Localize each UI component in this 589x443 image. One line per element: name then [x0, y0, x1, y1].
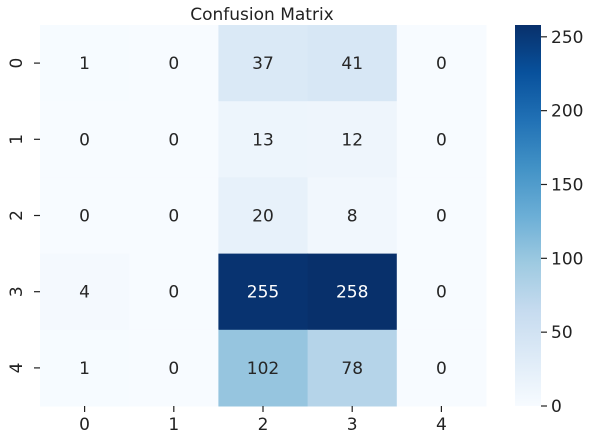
heatmap-cell-r2-c1 — [129, 177, 219, 255]
heatmap-cell-r4-c2 — [218, 329, 309, 407]
cell-value-r2-c4: 0 — [436, 207, 447, 227]
heatmap-cell-r1-c4 — [396, 101, 487, 178]
heatmap-cell-r1-c3 — [307, 101, 398, 178]
heatmap-cell-r3-c1 — [129, 253, 219, 331]
cell-value-r1-c1: 0 — [168, 130, 179, 150]
cell-value-r4-c2: 102 — [247, 359, 279, 379]
cell-value-r2-c3: 8 — [347, 207, 358, 227]
heatmap-cell-r2-c2 — [218, 177, 309, 255]
heatmap-cell-r4-c3 — [307, 329, 398, 407]
cell-value-r3-c2: 255 — [247, 283, 279, 303]
cell-value-r2-c1: 0 — [168, 207, 179, 227]
x-tick-label-2: 2 — [258, 415, 269, 435]
colorbar-tick-label-5: 250 — [551, 28, 583, 48]
cell-value-r3-c1: 0 — [168, 283, 179, 303]
cell-value-r1-c0: 0 — [79, 130, 90, 150]
x-tick-label-1: 1 — [168, 415, 179, 435]
x-tick-label-4: 4 — [436, 415, 447, 435]
heatmap-cell-r0-c2 — [218, 25, 309, 102]
heatmap-cell-r0-c3 — [307, 25, 398, 102]
heatmap-cell-r4-c4 — [396, 329, 487, 407]
heatmap-cell-r3-c3 — [307, 253, 398, 331]
heatmap-cell-labels: 1 0 37 41 0 0 0 13 12 0 0 0 20 8 0 4 0 255 258 0 1 0 102 78 0 — [79, 54, 447, 379]
x-axis: 0 1 2 3 4 — [79, 406, 447, 435]
heatmap-cells — [40, 25, 487, 407]
cell-value-r3-c4: 0 — [436, 283, 447, 303]
heatmap-cell-r0-c4 — [396, 25, 487, 102]
cell-value-r3-c0: 4 — [79, 283, 90, 303]
cell-value-r1-c4: 0 — [436, 130, 447, 150]
y-tick-label-2: 2 — [7, 210, 27, 221]
heatmap-cell-r1-c2 — [218, 101, 309, 178]
cell-value-r0-c3: 41 — [341, 54, 363, 74]
heatmap-cell-r4-c0 — [40, 329, 130, 407]
cell-value-r4-c3: 78 — [341, 359, 363, 379]
heatmap-cell-r1-c0 — [40, 101, 130, 178]
heatmap-cell-r0-c1 — [129, 25, 219, 102]
heatmap-cell-r0-c0 — [40, 25, 130, 102]
heatmap-cell-r3-c0 — [40, 253, 130, 331]
cell-value-r0-c0: 1 — [79, 54, 90, 74]
y-tick-label-3: 3 — [7, 286, 27, 297]
x-tick-label-0: 0 — [79, 415, 90, 435]
cell-value-r1-c2: 13 — [252, 130, 274, 150]
x-tick-label-3: 3 — [347, 415, 358, 435]
cell-value-r0-c2: 37 — [252, 54, 274, 74]
y-axis: 0 1 2 3 4 — [7, 58, 40, 373]
y-tick-label-4: 4 — [7, 362, 27, 373]
cell-value-r0-c1: 0 — [168, 54, 179, 74]
heatmap-cell-r2-c3 — [307, 177, 398, 255]
colorbar-tick-label-1: 50 — [551, 323, 573, 343]
colorbar-tick-label-3: 150 — [551, 175, 583, 195]
cell-value-r2-c2: 20 — [252, 207, 274, 227]
y-tick-label-0: 0 — [7, 58, 27, 69]
cell-value-r0-c4: 0 — [436, 54, 447, 74]
heatmap-cell-r3-c4 — [396, 253, 487, 331]
heatmap-cell-r1-c1 — [129, 101, 219, 178]
heatmap-cell-r4-c1 — [129, 329, 219, 407]
cell-value-r4-c1: 0 — [168, 359, 179, 379]
cell-value-r4-c0: 1 — [79, 359, 90, 379]
heatmap-cell-r3-c2 — [218, 253, 309, 331]
cell-value-r2-c0: 0 — [79, 207, 90, 227]
cell-value-r1-c3: 12 — [341, 130, 363, 150]
colorbar-tick-label-4: 200 — [551, 102, 583, 122]
colorbar-gradient — [515, 25, 541, 406]
colorbar-tick-label-0: 0 — [551, 397, 562, 417]
chart-title: Confusion Matrix — [190, 5, 334, 25]
colorbar-ticks: 0 50 100 150 200 250 — [541, 28, 583, 417]
y-tick-label-1: 1 — [7, 134, 27, 145]
colorbar-tick-label-2: 100 — [551, 249, 583, 269]
colorbar — [515, 25, 541, 406]
heatmap-cell-r2-c0 — [40, 177, 130, 255]
cell-value-r4-c4: 0 — [436, 359, 447, 379]
heatmap-cell-r2-c4 — [396, 177, 487, 255]
cell-value-r3-c3: 258 — [336, 283, 368, 303]
